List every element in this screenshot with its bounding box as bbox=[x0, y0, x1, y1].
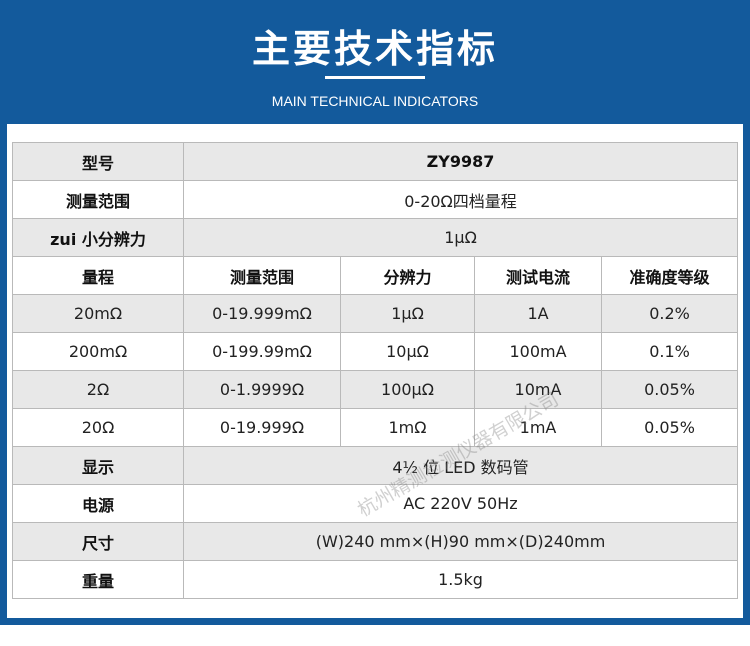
spec-value: (W)240 mm×(H)90 mm×(D)240mm bbox=[182, 522, 739, 561]
spec-value: ZY9987 bbox=[182, 142, 739, 181]
header-banner: 主要技术指标 MAIN TECHNICAL INDICATORS 型号 ZY99… bbox=[0, 0, 750, 625]
range-cell: 1A bbox=[474, 294, 602, 333]
range-cell: 1μΩ bbox=[340, 294, 475, 333]
range-cell: 100mA bbox=[474, 332, 602, 371]
page-subtitle: MAIN TECHNICAL INDICATORS bbox=[271, 93, 479, 109]
spec-value: AC 220V 50Hz bbox=[182, 484, 739, 523]
range-cell: 10mA bbox=[474, 370, 602, 409]
spec-row-range: 测量范围 0-20Ω四档量程 bbox=[12, 180, 739, 219]
spec-label: zui 小分辨力 bbox=[12, 218, 184, 257]
spec-row-weight: 重量 1.5kg bbox=[12, 560, 739, 599]
spec-row-display: 显示 4½ 位 LED 数码管 bbox=[12, 446, 739, 485]
spec-value: 4½ 位 LED 数码管 bbox=[182, 446, 739, 485]
spec-row-power: 电源 AC 220V 50Hz bbox=[12, 484, 739, 523]
range-cell: 0.1% bbox=[600, 332, 739, 371]
range-row: 20mΩ 0-19.999mΩ 1μΩ 1A 0.2% bbox=[12, 294, 739, 333]
title-underline bbox=[325, 76, 425, 79]
range-cell: 0.05% bbox=[600, 370, 739, 409]
column-header: 分辨力 bbox=[340, 256, 475, 295]
range-cell: 0-19.999Ω bbox=[183, 408, 341, 447]
spec-panel: 型号 ZY9987 测量范围 0-20Ω四档量程 zui 小分辨力 1μΩ 量程… bbox=[7, 124, 743, 618]
spec-value: 1μΩ bbox=[182, 218, 739, 257]
spec-label: 重量 bbox=[12, 560, 184, 599]
spec-value: 0-20Ω四档量程 bbox=[182, 180, 739, 219]
range-row: 200mΩ 0-199.99mΩ 10μΩ 100mA 0.1% bbox=[12, 332, 739, 371]
range-cell: 0-19.999mΩ bbox=[183, 294, 341, 333]
column-header: 量程 bbox=[12, 256, 184, 295]
spec-label: 尺寸 bbox=[12, 522, 184, 561]
spec-row-model: 型号 ZY9987 bbox=[12, 142, 739, 181]
range-cell: 0.2% bbox=[600, 294, 739, 333]
range-row: 20Ω 0-19.999Ω 1mΩ 1mA 0.05% bbox=[12, 408, 739, 447]
spec-row-size: 尺寸 (W)240 mm×(H)90 mm×(D)240mm bbox=[12, 522, 739, 561]
column-header: 测量范围 bbox=[183, 256, 341, 295]
spec-row-resolution: zui 小分辨力 1μΩ bbox=[12, 218, 739, 257]
range-cell: 2Ω bbox=[12, 370, 184, 409]
range-cell: 0.05% bbox=[600, 408, 739, 447]
range-cell: 20Ω bbox=[12, 408, 184, 447]
page-title: 主要技术指标 bbox=[251, 27, 498, 71]
range-cell: 0-1.9999Ω bbox=[183, 370, 341, 409]
range-cell: 1mΩ bbox=[340, 408, 475, 447]
range-cell: 1mA bbox=[474, 408, 602, 447]
column-header: 准确度等级 bbox=[600, 256, 739, 295]
spec-label: 测量范围 bbox=[12, 180, 184, 219]
spec-value: 1.5kg bbox=[182, 560, 739, 599]
range-cell: 100μΩ bbox=[340, 370, 475, 409]
spec-label: 电源 bbox=[12, 484, 184, 523]
range-table-header: 量程 测量范围 分辨力 测试电流 准确度等级 bbox=[12, 256, 739, 295]
column-header: 测试电流 bbox=[474, 256, 602, 295]
range-cell: 200mΩ bbox=[12, 332, 184, 371]
spec-table: 型号 ZY9987 测量范围 0-20Ω四档量程 zui 小分辨力 1μΩ 量程… bbox=[12, 142, 739, 599]
range-cell: 20mΩ bbox=[12, 294, 184, 333]
spec-label: 型号 bbox=[12, 142, 184, 181]
range-cell: 0-199.99mΩ bbox=[183, 332, 341, 371]
range-cell: 10μΩ bbox=[340, 332, 475, 371]
spec-label: 显示 bbox=[12, 446, 184, 485]
range-row: 2Ω 0-1.9999Ω 100μΩ 10mA 0.05% bbox=[12, 370, 739, 409]
